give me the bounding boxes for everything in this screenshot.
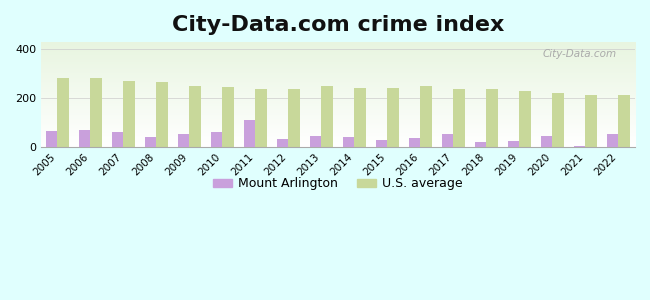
Bar [519,92,531,147]
Bar [79,130,90,147]
Bar [541,136,552,147]
Bar [354,88,366,147]
Bar [607,134,619,147]
Bar [442,134,454,147]
Bar [421,86,432,147]
Bar [508,141,519,147]
Bar [586,95,597,147]
Bar [343,137,354,147]
Bar [289,89,300,147]
Bar [475,142,486,147]
Bar [124,81,135,147]
Text: City-Data.com: City-Data.com [543,50,618,59]
Bar [178,134,190,147]
Bar [486,89,498,147]
Bar [552,93,564,147]
Bar [619,94,630,147]
Bar [145,137,157,147]
Title: City-Data.com crime index: City-Data.com crime index [172,15,504,35]
Bar [46,131,57,147]
Bar [454,88,465,147]
Bar [57,78,69,147]
Bar [90,78,102,147]
Bar [255,88,267,147]
Legend: Mount Arlington, U.S. average: Mount Arlington, U.S. average [209,172,467,196]
Bar [387,88,399,147]
Bar [277,139,289,147]
Bar [190,85,201,147]
Bar [112,132,124,147]
Bar [211,132,222,147]
Bar [222,87,234,147]
Bar [244,120,255,147]
Bar [157,82,168,147]
Bar [322,85,333,147]
Bar [574,146,586,147]
Bar [310,136,322,147]
Bar [409,138,421,147]
Bar [376,140,387,147]
